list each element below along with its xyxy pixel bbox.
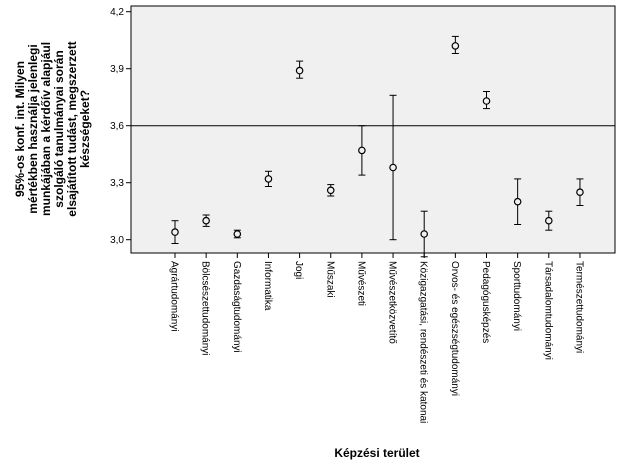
error-bar	[544, 210, 553, 231]
category-label: Informatika	[262, 261, 273, 311]
error-bar	[420, 210, 429, 258]
x-axis-ticks	[174, 253, 581, 258]
y-axis-ticks: 3,0 3,3 3,6 3,9 4,2	[110, 7, 131, 246]
y-tick-label: 3,3	[110, 178, 124, 189]
category-label: Gazdaságtudományi	[231, 261, 242, 353]
error-bar	[233, 229, 242, 239]
error-bar	[295, 60, 304, 79]
y-axis-title-line-1: 95%-os konf. int. Milyen	[13, 61, 27, 197]
error-bar	[358, 125, 366, 176]
error-bar	[482, 91, 491, 110]
y-tick-label: 3,6	[110, 121, 124, 132]
mean-point	[326, 186, 335, 195]
mean-point	[576, 188, 584, 197]
y-axis-title-line-2: mértékben használja jelenlegi	[26, 44, 40, 213]
category-label: Bölcsészettudományi	[200, 261, 211, 356]
category-label: Agrártudományi	[169, 261, 180, 332]
y-tick-label: 3,0	[110, 235, 124, 246]
category-label: Társadalomtudományi	[542, 261, 553, 360]
category-label: Jogi	[293, 261, 304, 279]
error-bar	[389, 94, 397, 241]
error-bar	[576, 178, 584, 206]
error-bar	[326, 184, 335, 197]
mean-point	[389, 163, 397, 172]
error-bar	[451, 35, 460, 54]
category-label: Közigazgatási, rendészeti és katonai	[418, 261, 429, 423]
mean-point	[358, 146, 366, 155]
mean-point	[295, 66, 304, 75]
category-label: Sporttudományi	[511, 261, 522, 331]
y-axis-title-line-4: szolgáló tanulmányai során	[52, 50, 66, 207]
mean-point	[451, 42, 460, 50]
y-axis-title-line-3: munkájában a kérdőív alapjául	[39, 42, 53, 216]
error-bar	[264, 170, 273, 187]
category-label: Művészeti	[355, 261, 366, 306]
error-bar	[513, 178, 522, 225]
y-axis-title-line-5: elsajátított tudást, megszerzett	[65, 41, 79, 216]
mean-point	[420, 230, 429, 238]
category-label: Természettudományi	[573, 261, 584, 353]
category-labels: Agrártudományi Bölcsészettudományi Gazdasá…	[169, 261, 585, 423]
y-tick-label: 3,9	[110, 64, 124, 75]
x-axis-title: Képzési terület	[334, 446, 419, 460]
mean-point	[233, 230, 242, 238]
category-label: Orvos- és egészségtudományi	[449, 261, 460, 396]
y-axis-title-line-6: készségeket?	[78, 90, 92, 168]
error-bar	[171, 220, 179, 244]
mean-point	[544, 216, 553, 225]
category-label: Művészetközvetítő	[387, 261, 398, 344]
y-axis-title: 95%-os konf. int. Milyen mértékben haszn…	[13, 41, 92, 216]
error-bar	[202, 214, 210, 227]
category-label: Pedagógusképzés	[480, 261, 491, 343]
category-label: Műszaki	[324, 261, 335, 298]
mean-point	[264, 175, 273, 183]
mean-point	[171, 228, 179, 236]
mean-point	[202, 216, 210, 225]
error-bars	[171, 35, 584, 258]
plot-area	[130, 5, 616, 254]
mean-point	[513, 197, 522, 206]
y-tick-label: 4,2	[110, 7, 124, 18]
mean-point	[482, 97, 491, 105]
